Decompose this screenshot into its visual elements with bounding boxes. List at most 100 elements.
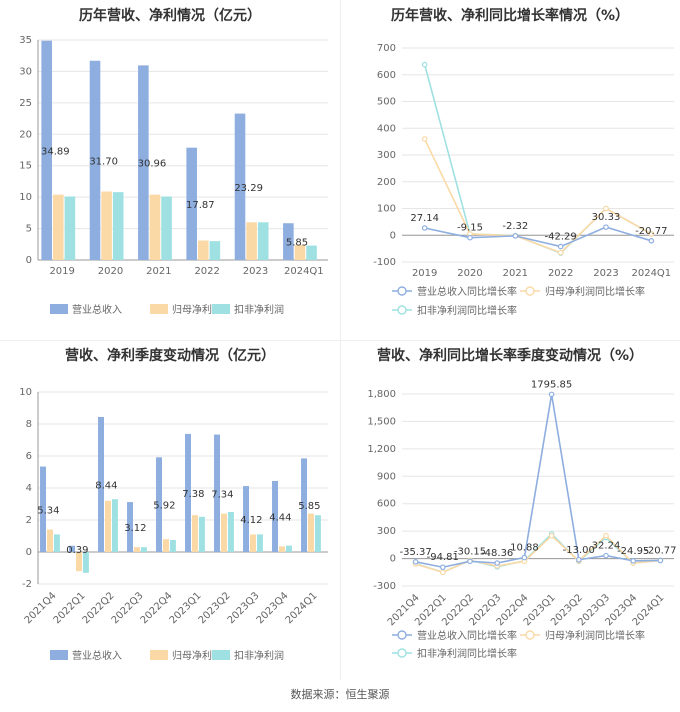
- data-label: -24.95: [617, 546, 649, 557]
- series-point: [648, 231, 655, 237]
- chart-title: 营收、净利同比增长率季度变动情况（%）: [377, 347, 643, 364]
- data-label: 1795.85: [531, 379, 572, 390]
- legend-label: 营业总收入同比增长率: [417, 285, 517, 298]
- bar-revenue: [234, 113, 246, 260]
- series-point: [421, 61, 428, 68]
- quarterly-growth-rate-svg: 营收、净利同比增长率季度变动情况（%） -300 0 300 600 900 1,200 1,…: [367, 347, 676, 660]
- bar-revenue: [214, 434, 220, 552]
- legend-swatch: [150, 304, 168, 314]
- bar-revenue: [127, 502, 133, 552]
- data-label: 10.88: [510, 543, 539, 554]
- series-point: [630, 558, 637, 564]
- y-tick-label: 4: [26, 483, 32, 494]
- bar-deducted-profit: [198, 516, 205, 552]
- data-label: 3.12: [124, 523, 146, 534]
- legend-label: 归母净利润: [172, 649, 222, 662]
- series-point: [548, 391, 555, 398]
- series-point: [412, 559, 419, 565]
- horizontal-divider: [0, 340, 680, 341]
- annual-growth-rate-chart: 历年营收、净利同比增长率情况（%） -100 0 100 200 300 400 500 600…: [340, 0, 680, 340]
- series-point: [557, 243, 564, 250]
- y-tick-label: 8: [26, 419, 32, 430]
- series-line-revenue: [415, 394, 661, 569]
- legend-marker: [397, 305, 407, 315]
- bar-revenue: [69, 545, 75, 552]
- legend-label: 营业总收入同比增长率: [417, 629, 517, 642]
- bar-deducted-profit: [285, 545, 292, 552]
- data-label: 4.12: [240, 515, 262, 526]
- bar-deducted-profit: [82, 552, 89, 573]
- data-label: 4.44: [269, 512, 291, 523]
- quarterly-revenue-profit-chart: 营收、净利季度变动情况（亿元） -2 0 2 4 6 8 10 2021Q4 2022Q1 2022…: [0, 340, 340, 680]
- y-tick-label: 35: [19, 35, 32, 46]
- data-label: -20.77: [644, 545, 676, 556]
- legend-swatch: [50, 304, 68, 314]
- y-tick-label: 0: [26, 547, 32, 558]
- y-tick-label: 600: [377, 70, 396, 81]
- data-label: -9.15: [457, 223, 483, 234]
- bar-revenue: [283, 223, 294, 260]
- y-tick-label: 1,500: [367, 416, 396, 427]
- y-tick-label: 0: [26, 255, 32, 266]
- legend-label: 归母净利润同比增长率: [545, 629, 645, 642]
- bar-revenue: [272, 480, 278, 552]
- y-tick-label: 900: [377, 471, 396, 482]
- bar-net-profit: [197, 240, 209, 260]
- data-label: 0.39: [66, 545, 88, 556]
- data-label: 5.85: [286, 238, 308, 249]
- series-point: [440, 569, 446, 576]
- data-label: -42.29: [545, 232, 577, 243]
- bar-deducted-profit: [314, 515, 321, 552]
- series-point: [467, 234, 473, 241]
- x-tick-label: 2020: [98, 266, 123, 277]
- bar-deducted-profit: [140, 547, 147, 552]
- y-tick-label: 15: [19, 161, 32, 172]
- y-tick-label: 400: [377, 123, 396, 134]
- bar-deducted-profit: [169, 540, 176, 552]
- bar-revenue: [89, 60, 101, 260]
- bar-net-profit: [220, 513, 227, 552]
- x-tick-label: 2020: [457, 268, 482, 279]
- series-point: [440, 564, 446, 571]
- bar-deducted-profit: [227, 512, 234, 552]
- legend-label: 归母净利润: [172, 303, 222, 316]
- bar-deducted-profit: [64, 196, 76, 260]
- series-line-net-profit: [423, 138, 652, 254]
- y-tick-label: 10: [19, 387, 32, 398]
- series-point: [557, 249, 564, 256]
- data-label: -94.81: [427, 552, 459, 563]
- data-label: 17.87: [186, 200, 215, 211]
- series-point: [576, 556, 582, 563]
- y-tick-label: 6: [26, 451, 32, 462]
- bar-net-profit: [294, 244, 306, 260]
- chart-title: 历年营收、净利同比增长率情况（%）: [391, 7, 629, 24]
- y-tick-label: 300: [377, 526, 396, 537]
- y-tick-label: -2: [22, 579, 32, 590]
- y-tick-label: 20: [19, 129, 32, 140]
- series-point: [603, 532, 609, 539]
- bar-revenue: [41, 40, 52, 260]
- series-line-net-profit: [415, 534, 661, 574]
- data-label: 30.33: [592, 212, 621, 223]
- x-tick-label: 2022: [548, 268, 573, 279]
- bar-deducted-profit: [209, 241, 221, 260]
- bar-net-profit: [104, 500, 111, 552]
- bar-net-profit: [246, 222, 257, 260]
- chart-title: 历年营收、净利情况（亿元）: [79, 7, 261, 24]
- legend-swatch: [50, 650, 68, 660]
- bar-net-profit: [162, 539, 169, 552]
- y-tick-label: 5: [26, 224, 32, 235]
- legend-swatch: [212, 650, 230, 660]
- data-label: -2.32: [502, 221, 528, 232]
- y-tick-label: 100: [377, 204, 396, 215]
- legend-marker: [397, 630, 407, 640]
- bar-deducted-profit: [161, 196, 172, 260]
- bar-revenue: [40, 466, 46, 552]
- data-label: 7.38: [182, 489, 204, 500]
- bar-net-profit: [249, 534, 256, 552]
- legend-marker: [397, 648, 407, 658]
- bar-deducted-profit: [256, 534, 263, 552]
- annual-revenue-profit-svg: 历年营收、净利情况（亿元） 0 5 10 15 20 25 30 35 2019 2020 2021 2…: [19, 7, 328, 316]
- bar-net-profit: [52, 194, 64, 260]
- x-tick-label: 2023: [593, 268, 618, 279]
